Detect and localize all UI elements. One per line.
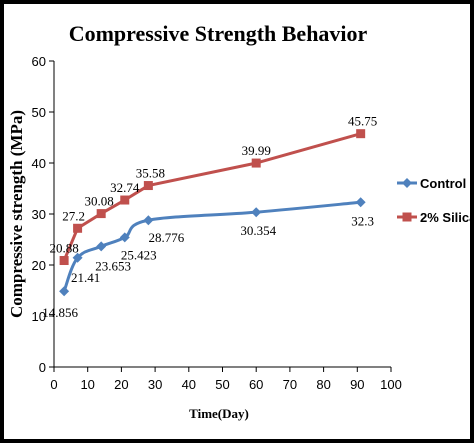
data-label: 23.653 <box>95 258 131 273</box>
data-point-marker <box>143 215 154 226</box>
series-line <box>62 200 361 292</box>
data-label: 39.99 <box>242 143 271 158</box>
chart-title: Compressive Strength Behavior <box>69 21 368 46</box>
legend-marker <box>402 212 412 222</box>
x-tick-label: 80 <box>316 377 330 392</box>
legend-item: Control <box>397 176 466 191</box>
x-tick-label: 40 <box>182 377 196 392</box>
y-tick-label: 0 <box>39 360 46 375</box>
data-point-marker <box>96 209 106 219</box>
series-layer <box>59 129 366 297</box>
legend-label: 2% Silica <box>420 210 474 225</box>
data-label: 20.88 <box>49 241 78 256</box>
data-label: 32.3 <box>351 213 374 228</box>
legend-item: 2% Silica <box>397 210 474 225</box>
data-label: 21.41 <box>71 270 100 285</box>
x-tick-label: 50 <box>215 377 229 392</box>
x-axis-title: Time(Day) <box>189 406 249 421</box>
y-tick-label: 10 <box>32 309 46 324</box>
series-silica <box>59 129 366 266</box>
legend-marker <box>402 178 412 188</box>
x-tick-label: 10 <box>80 377 94 392</box>
x-tick-label: 70 <box>283 377 297 392</box>
data-label: 30.354 <box>240 223 276 238</box>
y-tick-label: 30 <box>32 207 46 222</box>
data-label: 45.75 <box>348 114 377 129</box>
data-label: 14.856 <box>42 305 78 320</box>
data-point-marker <box>59 286 70 297</box>
x-tick-label: 30 <box>148 377 162 392</box>
data-point-marker <box>96 241 107 252</box>
data-point-marker <box>356 129 366 139</box>
y-ticks: 0 10 20 30 40 50 60 <box>32 54 54 375</box>
x-tick-label: 0 <box>50 377 57 392</box>
x-tick-label: 100 <box>380 377 402 392</box>
x-tick-label: 20 <box>114 377 128 392</box>
data-point-marker <box>251 158 261 168</box>
y-tick-label: 50 <box>32 105 46 120</box>
data-point-marker <box>143 181 153 191</box>
data-point-marker <box>355 197 366 208</box>
x-ticks: 0 10 20 30 40 50 60 70 80 90 100 <box>50 367 402 392</box>
data-label: 32.74 <box>110 180 140 195</box>
data-label: 27.2 <box>62 208 85 223</box>
data-label: 28.776 <box>148 230 184 245</box>
data-point-marker <box>119 232 130 243</box>
data-point-marker <box>251 207 262 218</box>
data-point-marker <box>120 195 130 205</box>
y-axis-title: Compressive strength (MPa) <box>7 110 26 318</box>
y-tick-label: 40 <box>32 156 46 171</box>
data-label: 30.08 <box>85 194 114 209</box>
data-point-marker <box>73 223 83 233</box>
data-point-marker <box>59 256 69 266</box>
y-tick-label: 20 <box>32 258 46 273</box>
data-label: 25.423 <box>121 247 157 262</box>
y-tick-label: 60 <box>32 54 46 69</box>
legend: Control 2% Silica <box>397 176 474 225</box>
series-control <box>59 197 366 297</box>
data-label: 35.58 <box>136 166 165 181</box>
x-tick-label: 60 <box>249 377 263 392</box>
legend-label: Control <box>420 176 466 191</box>
x-tick-label: 90 <box>350 377 364 392</box>
data-point-marker <box>72 252 83 263</box>
